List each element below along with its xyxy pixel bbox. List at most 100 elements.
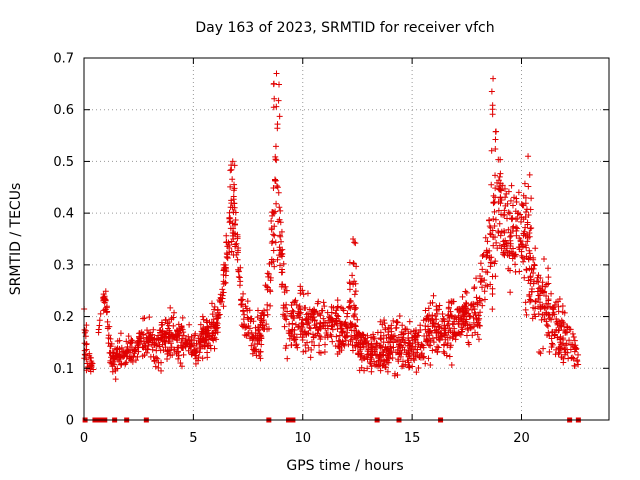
data-point (490, 242, 497, 249)
data-point (293, 341, 300, 348)
data-point (546, 348, 553, 355)
data-point (346, 286, 353, 293)
data-point (238, 296, 245, 303)
data-point (351, 342, 358, 349)
data-point (357, 354, 364, 361)
data-point (454, 306, 461, 313)
data-point (544, 323, 551, 330)
data-point (273, 200, 280, 207)
data-point (146, 314, 153, 321)
data-point (367, 360, 374, 367)
data-point (325, 313, 332, 320)
data-point (406, 352, 413, 359)
data-point (428, 315, 435, 322)
x-tick-label: 15 (404, 431, 421, 446)
data-point (528, 285, 535, 292)
data-point (410, 350, 417, 357)
y-axis-label: SRMTID / TECUs (8, 183, 24, 296)
data-point (175, 352, 182, 359)
data-point (489, 285, 496, 292)
x-tick-label: 10 (294, 431, 311, 446)
data-point (569, 341, 576, 348)
data-point (558, 354, 565, 361)
data-point (277, 247, 284, 254)
data-point (153, 347, 160, 354)
data-point (560, 335, 567, 342)
data-point (267, 277, 274, 284)
data-point (316, 349, 323, 356)
data-point (431, 327, 438, 334)
data-point (525, 277, 532, 284)
data-point (282, 312, 289, 319)
data-point (151, 358, 158, 365)
data-point (358, 352, 365, 359)
data-point (125, 333, 132, 340)
data-point (527, 297, 534, 304)
data-point (459, 293, 466, 300)
data-point (270, 258, 277, 265)
data-point (351, 278, 358, 285)
data-point (395, 358, 402, 365)
data-point (352, 304, 359, 311)
data-point (441, 341, 448, 348)
data-point (425, 323, 432, 330)
data-point (343, 313, 350, 320)
data-point (276, 204, 283, 211)
data-point (569, 354, 576, 361)
data-point (242, 303, 249, 310)
data-point (244, 314, 251, 321)
data-point (164, 355, 171, 362)
data-point (226, 209, 233, 216)
y-tick-label: 0.1 (53, 362, 74, 377)
data-point (502, 202, 509, 209)
data-point (509, 215, 516, 222)
data-point (539, 287, 546, 294)
data-point (527, 296, 534, 303)
data-point (575, 361, 582, 368)
data-point (203, 334, 210, 341)
data-point (486, 217, 493, 224)
data-point (455, 312, 462, 319)
data-point (267, 302, 274, 309)
data-point (342, 321, 349, 328)
data-point (410, 355, 417, 362)
data-point (495, 177, 502, 184)
data-point (338, 325, 345, 332)
data-point (523, 206, 530, 213)
data-point (433, 306, 440, 313)
data-point (190, 349, 197, 356)
data-point (412, 334, 419, 341)
data-point (502, 194, 509, 201)
data-point (392, 325, 399, 332)
data-point (286, 330, 293, 337)
data-point (508, 182, 515, 189)
data-point (254, 314, 261, 321)
data-point (509, 202, 516, 209)
data-point (481, 288, 488, 295)
data-point (434, 310, 441, 317)
data-point (558, 341, 565, 348)
data-point (507, 237, 514, 244)
data-point (517, 211, 524, 218)
data-point (560, 359, 567, 366)
data-point (374, 363, 381, 370)
data-point (500, 238, 507, 245)
data-point (526, 171, 533, 178)
data-point (362, 339, 369, 346)
data-point (295, 324, 302, 331)
data-point (257, 355, 264, 362)
data-point (178, 339, 185, 346)
data-point (211, 306, 218, 313)
data-point (288, 342, 295, 349)
data-point (297, 309, 304, 316)
data-point (278, 238, 285, 245)
data-point (316, 332, 323, 339)
data-point (385, 355, 392, 362)
data-point (109, 363, 116, 370)
data-point (507, 197, 514, 204)
data-point (249, 350, 256, 357)
data-point (381, 320, 388, 327)
data-point (460, 308, 467, 315)
data-point (394, 337, 401, 344)
data-point (381, 317, 388, 324)
